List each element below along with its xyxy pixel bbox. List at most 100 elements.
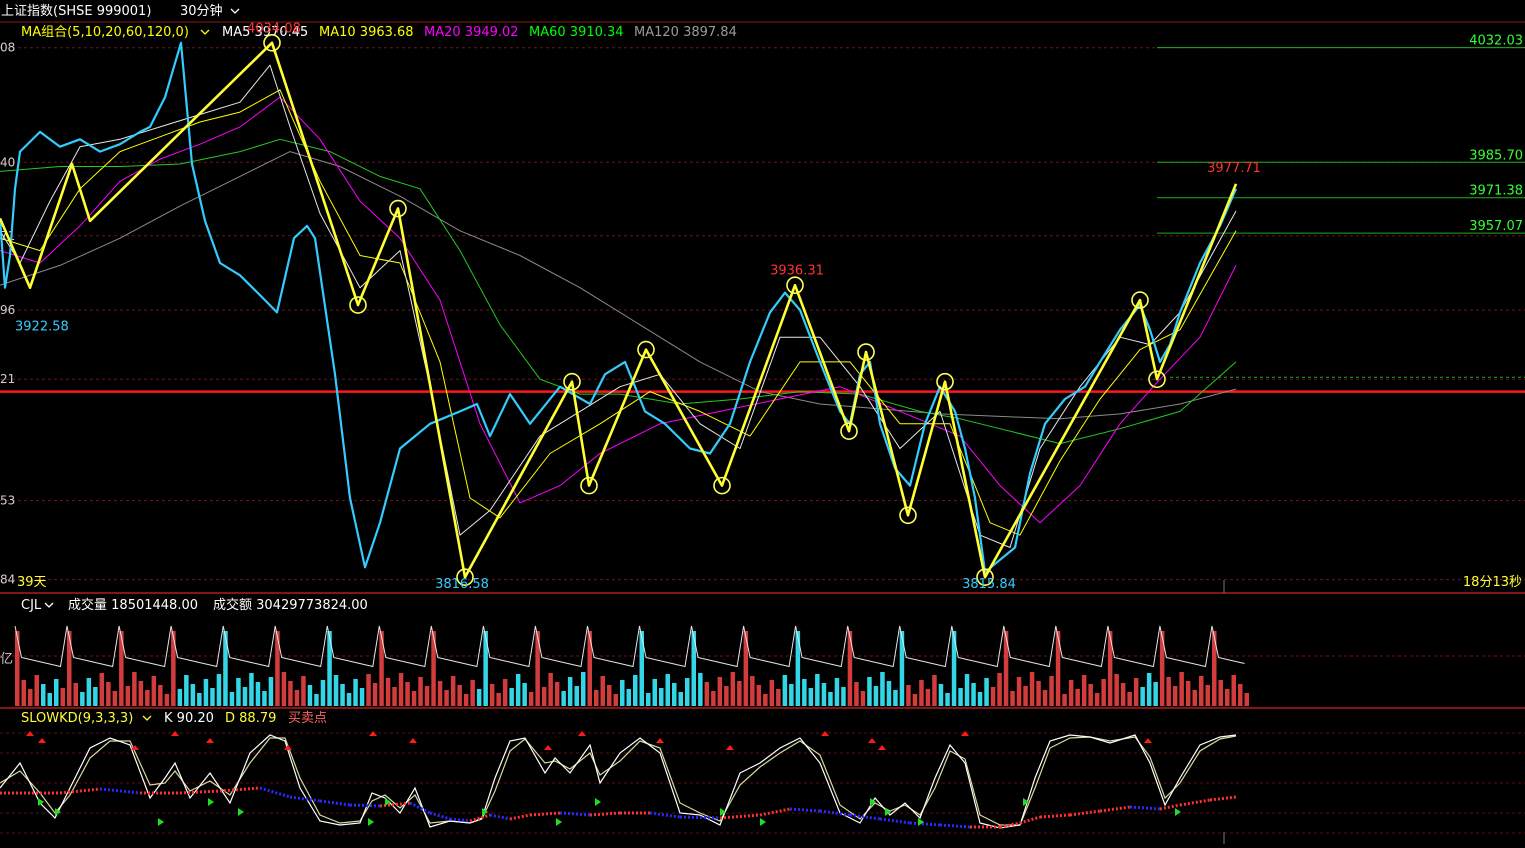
price-line[interactable] (0, 41, 1238, 574)
period-selector[interactable]: 30分钟 (180, 3, 223, 19)
pivot-marker[interactable] (1131, 291, 1149, 309)
volume-bar (509, 688, 514, 706)
volume-bar (112, 691, 118, 706)
chevron-down-icon[interactable] (142, 715, 152, 721)
swing-line[interactable] (0, 41, 1238, 579)
sell-signal-marker[interactable] (26, 731, 34, 736)
price-annotation: 3936.31 (770, 263, 824, 278)
buy-signal-marker[interactable] (918, 818, 924, 826)
reference-line-label: 4032.03 (1469, 34, 1523, 49)
buy-signal-marker[interactable] (208, 798, 214, 806)
kd-k-line[interactable] (0, 734, 1237, 829)
pivot-marker[interactable] (1148, 370, 1166, 389)
sell-signal-marker[interactable] (369, 731, 377, 736)
sell-signal-marker[interactable] (131, 745, 139, 750)
pivot-marker[interactable] (976, 568, 994, 586)
volume-bar (769, 680, 775, 706)
buy-signal-marker[interactable] (595, 798, 601, 806)
buy-signal-marker[interactable] (482, 808, 488, 816)
volume-bar (1062, 694, 1067, 706)
pivot-marker[interactable] (456, 568, 474, 586)
sell-signal-marker[interactable] (284, 745, 292, 750)
volume-quantity: 成交量 18501448.00 (68, 597, 198, 613)
ma60-line[interactable] (0, 138, 1237, 445)
volume-bar (652, 679, 657, 706)
sell-signal-marker[interactable] (726, 745, 734, 750)
buy-signal-marker[interactable] (38, 798, 44, 806)
kd-trend-segment (1179, 798, 1211, 807)
volume-bar (398, 673, 404, 706)
volume-bar (678, 692, 683, 706)
sell-signal-marker[interactable] (878, 745, 886, 750)
sell-signal-marker[interactable] (38, 738, 46, 743)
volume-bar (854, 682, 859, 706)
volume-bar (906, 685, 911, 706)
pivot-marker[interactable] (936, 372, 954, 391)
pivot-marker[interactable] (563, 372, 581, 391)
price-axis-label: 84 (0, 573, 15, 587)
volume-bar (515, 674, 521, 706)
sell-signal-marker[interactable] (544, 745, 552, 750)
ma10-line[interactable] (0, 89, 1237, 536)
volume-bar (229, 692, 235, 706)
volume-bar (249, 673, 254, 706)
volume-title[interactable]: CJL (21, 598, 42, 613)
volume-bar (626, 689, 631, 706)
sell-signal-marker[interactable] (821, 731, 829, 736)
sell-signal-marker[interactable] (206, 738, 214, 743)
pivot-marker[interactable] (713, 476, 731, 495)
volume-bar (366, 674, 371, 706)
pivot-marker[interactable] (389, 199, 407, 218)
buy-signal-marker[interactable] (368, 818, 374, 826)
sell-signal-marker[interactable] (409, 738, 417, 743)
sell-signal-marker[interactable] (961, 731, 969, 736)
kd-trend-segment (179, 789, 221, 795)
volume-bar (236, 678, 241, 706)
volume-bar (54, 679, 59, 706)
volume-bar (951, 631, 957, 706)
buy-signal-marker[interactable] (1023, 798, 1029, 806)
buy-signal-marker[interactable] (870, 798, 876, 806)
sell-signal-marker[interactable] (656, 738, 664, 743)
buy-signal-marker[interactable] (55, 808, 61, 816)
buy-signal-marker[interactable] (158, 818, 164, 826)
pivot-marker[interactable] (786, 276, 804, 295)
pivot-marker[interactable] (857, 343, 875, 361)
sell-signal-marker[interactable] (171, 731, 179, 736)
chevron-down-icon[interactable] (230, 8, 240, 14)
pivot-marker[interactable] (263, 33, 281, 52)
volume-bar (1107, 631, 1113, 706)
volume-bar (867, 677, 872, 706)
buy-signal-marker[interactable] (238, 808, 244, 816)
pivot-marker[interactable] (637, 340, 655, 359)
buy-signal-marker[interactable] (1175, 808, 1181, 816)
ma20-line[interactable] (0, 96, 1237, 524)
sell-signal-marker[interactable] (578, 731, 586, 736)
volume-bar (925, 689, 931, 706)
volume-bar (353, 679, 358, 706)
buy-signal-marker[interactable] (885, 808, 891, 816)
volume-bar (145, 690, 150, 706)
ma120-line[interactable] (0, 151, 1237, 420)
chevron-down-icon[interactable] (200, 29, 210, 35)
buy-signal-marker[interactable] (385, 798, 391, 806)
volume-bar (21, 680, 26, 706)
buy-signal-marker[interactable] (720, 808, 726, 816)
volume-bar (1042, 690, 1048, 706)
kd-trend-segment (1039, 813, 1071, 819)
pivot-marker[interactable] (580, 476, 598, 495)
chevron-down-icon[interactable] (44, 602, 54, 608)
volume-bar (197, 693, 202, 706)
buy-signal-marker[interactable] (556, 818, 562, 826)
volume-bar (633, 675, 638, 706)
buy-signal-marker[interactable] (760, 818, 766, 826)
sell-signal-marker[interactable] (1144, 738, 1152, 743)
volume-bar (522, 683, 527, 706)
ma-group-label[interactable]: MA组合(5,10,20,60,120,0) (21, 25, 189, 40)
pivot-marker[interactable] (840, 422, 858, 440)
pivot-marker[interactable] (899, 506, 917, 525)
sell-signal-marker[interactable] (868, 738, 876, 743)
kd-title[interactable]: SLOWKD(9,3,3,3) (21, 711, 133, 726)
pivot-marker[interactable] (349, 296, 367, 314)
kd-trend-segment (1069, 809, 1101, 817)
